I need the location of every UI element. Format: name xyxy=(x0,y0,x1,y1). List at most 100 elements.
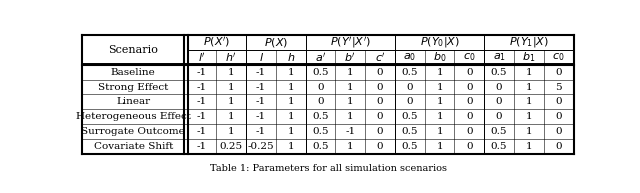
Text: 0.5: 0.5 xyxy=(401,112,418,121)
Text: Strong Effect: Strong Effect xyxy=(98,83,168,91)
Text: 0: 0 xyxy=(317,83,324,91)
Text: 1: 1 xyxy=(525,68,532,77)
Text: -1: -1 xyxy=(256,83,266,91)
Text: 1: 1 xyxy=(525,142,532,151)
Text: -1: -1 xyxy=(256,97,266,106)
Text: -1: -1 xyxy=(256,127,266,136)
Text: 1: 1 xyxy=(436,83,443,91)
Text: 0: 0 xyxy=(556,68,562,77)
Text: $h$: $h$ xyxy=(287,51,295,63)
Text: 1: 1 xyxy=(228,97,235,106)
Text: 1: 1 xyxy=(436,112,443,121)
Text: $c_0$: $c_0$ xyxy=(463,52,476,63)
Text: 0.5: 0.5 xyxy=(312,112,329,121)
Text: $b'$: $b'$ xyxy=(344,51,356,64)
Text: 1: 1 xyxy=(287,142,294,151)
Text: 1: 1 xyxy=(228,127,235,136)
Text: Surrogate Outcome: Surrogate Outcome xyxy=(81,127,185,136)
Text: 1: 1 xyxy=(525,127,532,136)
Text: 0: 0 xyxy=(377,83,383,91)
Text: 1: 1 xyxy=(228,83,235,91)
Text: 1: 1 xyxy=(287,97,294,106)
Text: 1: 1 xyxy=(436,142,443,151)
Text: 0: 0 xyxy=(556,142,562,151)
Text: 1: 1 xyxy=(436,68,443,77)
Text: $P(Y_1|X)$: $P(Y_1|X)$ xyxy=(509,36,549,49)
Text: -1: -1 xyxy=(196,68,207,77)
Text: Baseline: Baseline xyxy=(111,68,156,77)
Text: 0: 0 xyxy=(406,97,413,106)
Text: 0: 0 xyxy=(377,68,383,77)
Text: 1: 1 xyxy=(228,68,235,77)
Text: Table 1: Parameters for all simulation scenarios: Table 1: Parameters for all simulation s… xyxy=(209,164,447,173)
Text: Heterogeneous Effect: Heterogeneous Effect xyxy=(76,112,191,121)
Text: 0: 0 xyxy=(406,83,413,91)
Text: 0: 0 xyxy=(317,97,324,106)
Text: 0.5: 0.5 xyxy=(312,142,329,151)
Text: $P(Y'|X')$: $P(Y'|X')$ xyxy=(330,35,371,50)
Text: -1: -1 xyxy=(256,68,266,77)
Text: 0: 0 xyxy=(466,97,473,106)
Text: $h'$: $h'$ xyxy=(225,51,237,64)
Text: 0: 0 xyxy=(556,112,562,121)
Text: $a_0$: $a_0$ xyxy=(403,52,417,63)
Text: 0: 0 xyxy=(466,127,473,136)
Text: $l$: $l$ xyxy=(259,51,264,63)
Text: 0: 0 xyxy=(377,142,383,151)
Text: 0.5: 0.5 xyxy=(312,68,329,77)
Text: $P(X)$: $P(X)$ xyxy=(264,36,288,49)
Text: 1: 1 xyxy=(347,142,354,151)
Text: $P(X')$: $P(X')$ xyxy=(203,36,230,49)
Text: 0: 0 xyxy=(377,97,383,106)
Text: 0: 0 xyxy=(556,97,562,106)
Text: -0.25: -0.25 xyxy=(248,142,275,151)
Text: 1: 1 xyxy=(525,97,532,106)
Text: -1: -1 xyxy=(196,83,207,91)
Text: 0.5: 0.5 xyxy=(401,68,418,77)
Text: $b_0$: $b_0$ xyxy=(433,50,446,64)
Text: 1: 1 xyxy=(287,83,294,91)
Text: $P(Y_0|X)$: $P(Y_0|X)$ xyxy=(420,36,460,49)
Text: 0: 0 xyxy=(377,127,383,136)
Text: -1: -1 xyxy=(345,127,355,136)
Text: 1: 1 xyxy=(436,97,443,106)
Text: $c'$: $c'$ xyxy=(375,51,385,64)
Text: 1: 1 xyxy=(347,97,354,106)
Text: 1: 1 xyxy=(287,112,294,121)
Text: 1: 1 xyxy=(287,68,294,77)
Text: 0: 0 xyxy=(496,83,502,91)
Text: 0: 0 xyxy=(466,68,473,77)
Text: Scenario: Scenario xyxy=(108,45,158,55)
Text: $b_1$: $b_1$ xyxy=(522,50,536,64)
Text: 1: 1 xyxy=(347,83,354,91)
Text: -1: -1 xyxy=(256,112,266,121)
Text: 0.5: 0.5 xyxy=(312,127,329,136)
Text: $a'$: $a'$ xyxy=(315,51,326,64)
Text: $a_1$: $a_1$ xyxy=(493,52,506,63)
Text: 1: 1 xyxy=(347,68,354,77)
Text: -1: -1 xyxy=(196,127,207,136)
Text: 0: 0 xyxy=(556,127,562,136)
Text: 0: 0 xyxy=(377,112,383,121)
Text: $l'$: $l'$ xyxy=(198,51,205,64)
Text: 1: 1 xyxy=(525,112,532,121)
Text: 0: 0 xyxy=(466,83,473,91)
Text: -1: -1 xyxy=(196,142,207,151)
Text: 0.5: 0.5 xyxy=(401,127,418,136)
Text: 0.5: 0.5 xyxy=(491,142,508,151)
Text: 5: 5 xyxy=(556,83,562,91)
Text: 0: 0 xyxy=(466,112,473,121)
Text: 0: 0 xyxy=(496,97,502,106)
Text: 1: 1 xyxy=(228,112,235,121)
Text: 1: 1 xyxy=(347,112,354,121)
Text: 0.5: 0.5 xyxy=(491,68,508,77)
Text: Covariate Shift: Covariate Shift xyxy=(93,142,173,151)
Text: 1: 1 xyxy=(436,127,443,136)
Text: 1: 1 xyxy=(287,127,294,136)
Text: 0.5: 0.5 xyxy=(491,127,508,136)
Text: 0.5: 0.5 xyxy=(401,142,418,151)
Text: 0: 0 xyxy=(466,142,473,151)
Text: 0: 0 xyxy=(496,112,502,121)
Text: Linear: Linear xyxy=(116,97,150,106)
Text: -1: -1 xyxy=(196,97,207,106)
